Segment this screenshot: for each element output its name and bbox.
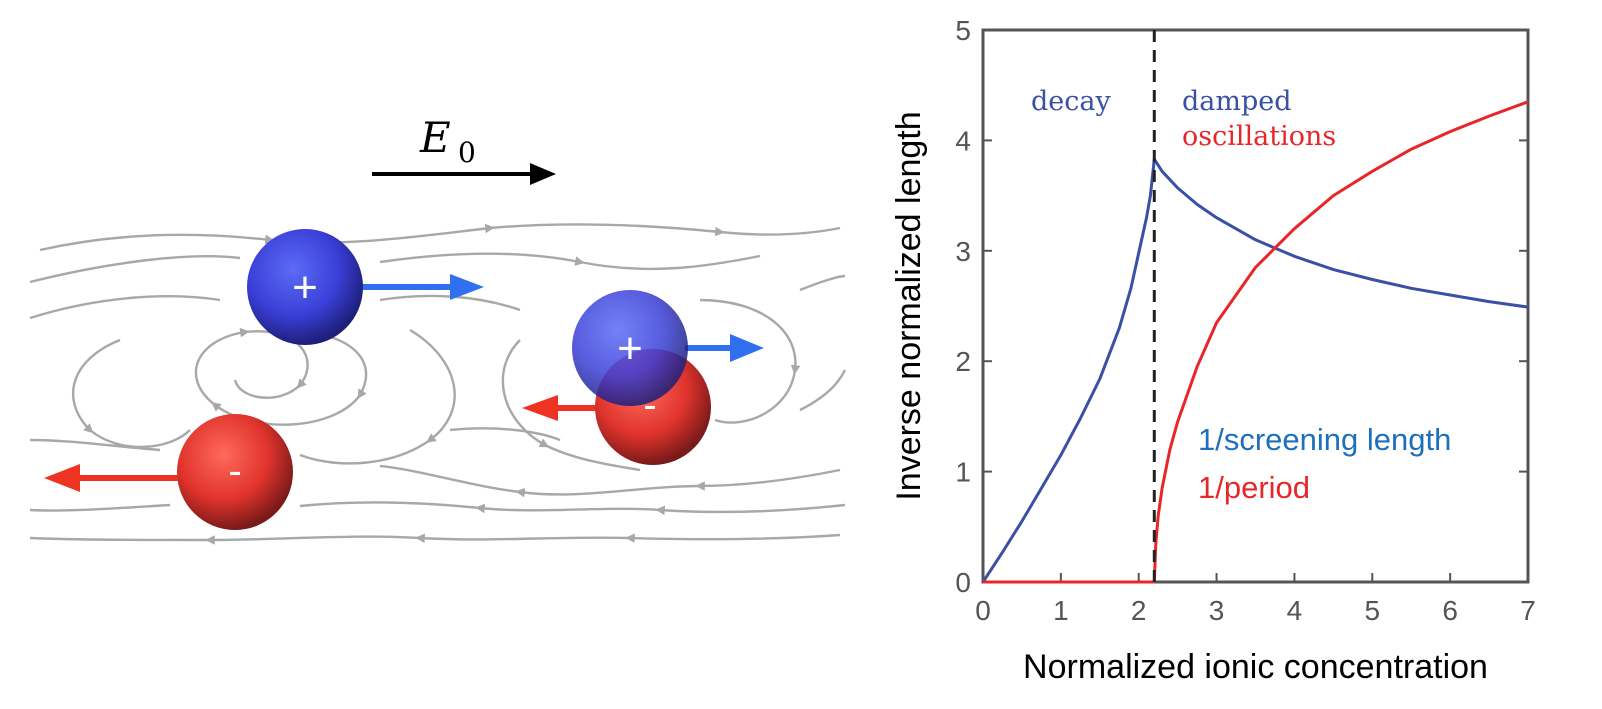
y-tick-label-2: 2 bbox=[955, 346, 971, 377]
x-tick-label-0: 0 bbox=[975, 595, 991, 626]
x-tick-label-5: 5 bbox=[1364, 595, 1380, 626]
y-tick-label-1: 1 bbox=[955, 457, 971, 488]
velocity-arrow-neg2 bbox=[522, 395, 600, 421]
x-tick-label-3: 3 bbox=[1209, 595, 1225, 626]
field-subscript: 0 bbox=[458, 136, 476, 169]
x-tick-label-4: 4 bbox=[1287, 595, 1303, 626]
electric-field-arrow: E 0 bbox=[372, 113, 556, 185]
axis-ticks: 0 1 2 3 4 5 6 7 0 1 2 3 4 5 bbox=[955, 15, 1535, 626]
field-label: E bbox=[419, 113, 451, 162]
y-tick-label-0: 0 bbox=[955, 567, 971, 598]
x-tick-label-2: 2 bbox=[1131, 595, 1147, 626]
legend-screening-length: 1/screening length bbox=[1198, 422, 1451, 457]
y-tick-label-3: 3 bbox=[955, 236, 971, 267]
velocity-arrow-neg1 bbox=[44, 464, 180, 492]
legend-period: 1/period bbox=[1198, 470, 1310, 505]
series-layer bbox=[981, 100, 1529, 584]
y-tick-label-4: 4 bbox=[955, 125, 971, 156]
y-tick-label-5: 5 bbox=[955, 15, 971, 46]
x-tick-label-1: 1 bbox=[1053, 595, 1069, 626]
y-axis-label: Inverse normalized length bbox=[890, 111, 928, 500]
annotation-decay: decay bbox=[1031, 86, 1111, 117]
positive-ion-1-symbol: + bbox=[292, 263, 318, 312]
positive-ion-1: + bbox=[247, 229, 363, 345]
x-axis-label: Normalized ionic concentration bbox=[1023, 648, 1488, 686]
series-line-0 bbox=[981, 157, 1529, 583]
velocity-arrow-pos1 bbox=[360, 274, 484, 300]
x-tick-label-6: 6 bbox=[1442, 595, 1458, 626]
series-line-1 bbox=[983, 100, 1529, 584]
flow-streamlines bbox=[29, 223, 847, 545]
positive-ion-2: + bbox=[572, 290, 688, 406]
velocity-arrow-pos2 bbox=[685, 334, 764, 362]
negative-ion-1: - bbox=[177, 414, 293, 530]
positive-ion-2-symbol: + bbox=[617, 324, 643, 373]
annotation-damped: damped bbox=[1182, 86, 1292, 117]
annotation-oscillations: oscillations bbox=[1182, 121, 1336, 152]
x-tick-label-7: 7 bbox=[1520, 595, 1536, 626]
ion-illustration: E 0 - + - bbox=[29, 113, 847, 545]
negative-ion-1-symbol: - bbox=[228, 449, 241, 493]
chart: 0 1 2 3 4 5 6 7 0 1 2 3 4 5 Inverse normalized length… bbox=[890, 15, 1536, 686]
